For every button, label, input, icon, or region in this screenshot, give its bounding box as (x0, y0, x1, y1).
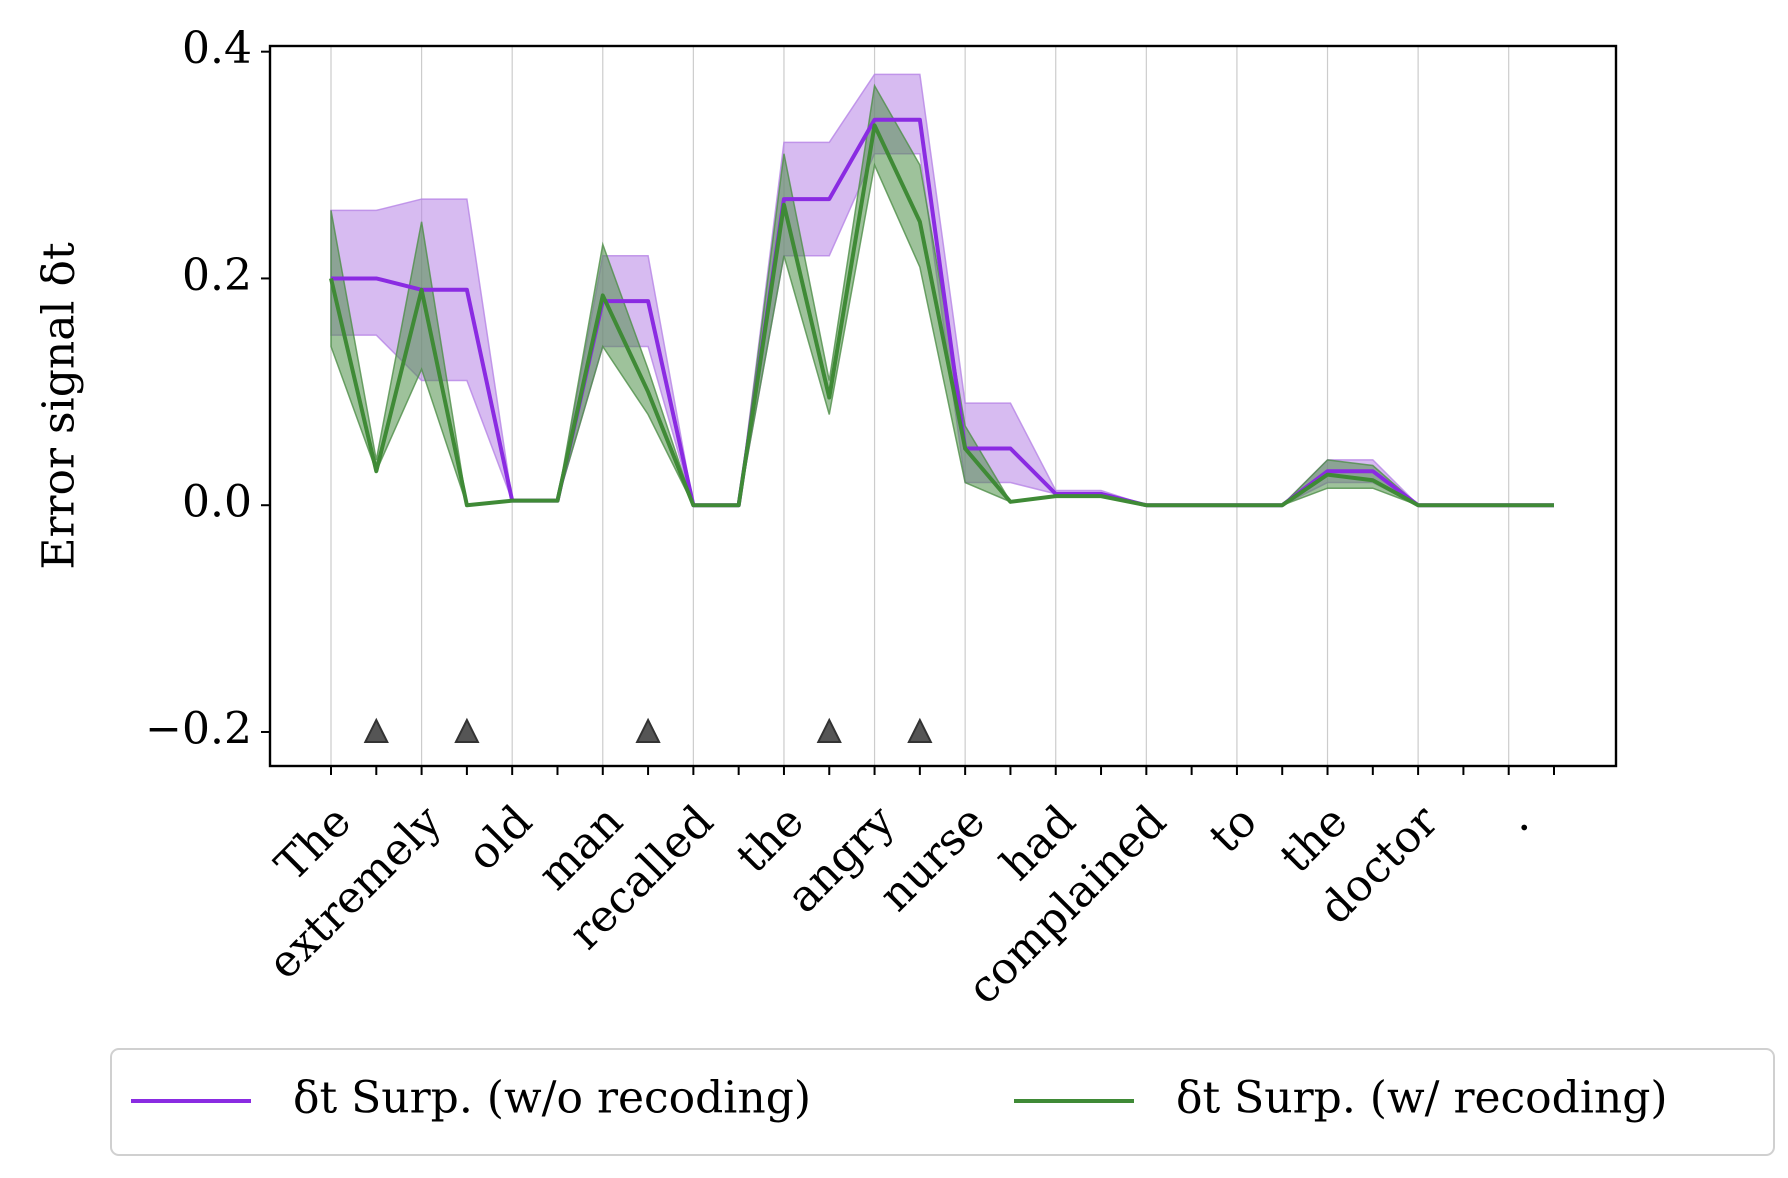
x-tick-label: extremely (258, 796, 451, 989)
legend-label: δt Surp. (w/o recoding) (293, 1073, 811, 1124)
plot-frame (268, 44, 1618, 768)
marker (907, 717, 933, 743)
y-tick-label: 0.0 (182, 477, 252, 528)
marker (635, 717, 661, 743)
line (329, 123, 1554, 508)
x-tick-label: nurse (870, 796, 995, 921)
x-tick-label: . (1493, 796, 1539, 842)
marker (363, 717, 389, 743)
marker (454, 717, 480, 743)
x-tick-label: to (1200, 796, 1267, 863)
y-axis-label: Error signal δt (34, 242, 85, 570)
marker (816, 717, 842, 743)
y-tick-label: 0.4 (182, 23, 252, 74)
legend-label: δt Surp. (w/ recoding) (1176, 1073, 1668, 1124)
y-tick-label: −0.2 (145, 703, 252, 754)
legend-box (110, 1048, 1775, 1156)
x-tick-label: old (457, 796, 542, 881)
y-tick-label: 0.2 (182, 250, 252, 301)
